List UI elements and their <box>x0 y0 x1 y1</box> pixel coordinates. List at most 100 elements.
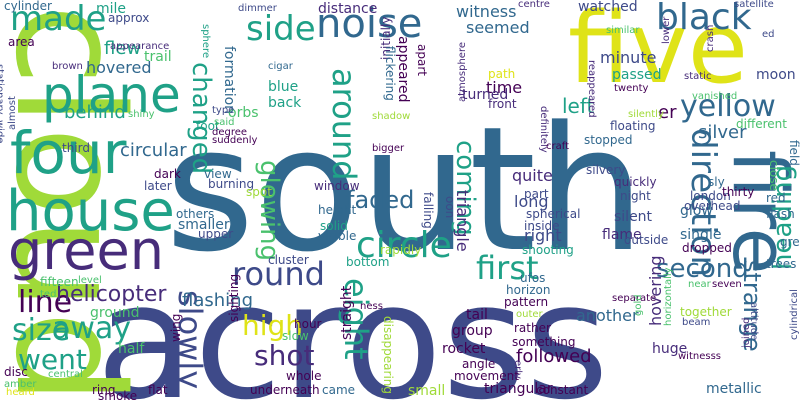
word-outer: outer <box>516 309 543 320</box>
word-different: different <box>736 117 787 131</box>
word-slow: slow <box>282 329 309 343</box>
word-stationary: stationary <box>0 64 5 115</box>
word-almost: almost <box>7 96 18 130</box>
word-stopped: stopped <box>584 133 633 147</box>
word-round: round <box>232 255 325 293</box>
word-twenty: twenty <box>614 83 649 94</box>
word-ness: ness <box>360 301 383 312</box>
word-visible: visible <box>318 229 357 243</box>
word-made: made <box>10 0 107 39</box>
word-spherical: spherical <box>526 207 581 221</box>
word-amber: amber <box>4 379 37 390</box>
word-rapidly: rapidly <box>380 243 422 257</box>
word-ufos: ufos <box>520 271 546 285</box>
word-height: height <box>318 203 357 217</box>
word-beam: beam <box>682 317 711 328</box>
word-tail: tail <box>466 307 488 323</box>
word-bigger: bigger <box>372 143 405 154</box>
word-outside: outside <box>624 233 669 247</box>
word-glow: glow <box>680 203 713 219</box>
word-flew: flew <box>104 38 142 59</box>
word-silent: silent <box>614 209 653 225</box>
word-wide: wide <box>0 120 5 144</box>
word-thirty: thirty <box>722 185 755 199</box>
word-lower: lower <box>661 16 672 44</box>
word-flickering: flickering <box>383 46 397 101</box>
word-static: static <box>684 71 712 82</box>
word-atmosphere: atmosphere <box>457 42 468 102</box>
word-came: came <box>322 383 356 397</box>
word-size: size <box>12 313 71 348</box>
word-separate: separate <box>612 293 657 304</box>
word-falling: falling <box>421 192 435 229</box>
word-sighting: sighting <box>227 273 241 322</box>
word-path: path <box>488 67 516 81</box>
word-ring: ring <box>92 383 116 397</box>
word-hovered: hovered <box>86 58 152 77</box>
word-together: together <box>680 305 732 319</box>
word-shot: shot <box>254 339 315 372</box>
word-south: south <box>165 89 646 290</box>
word-smoke: smoke <box>98 389 138 400</box>
word-near: near <box>688 279 711 290</box>
word-bottom: bottom <box>346 255 390 269</box>
word-movement: movement <box>454 369 519 383</box>
word-mile: mile <box>96 1 127 17</box>
word-green: green <box>8 219 164 282</box>
word-quickly: quickly <box>614 175 657 189</box>
word-side: side <box>246 9 316 49</box>
word-horizontally: horizontally <box>663 267 674 326</box>
word-others: others <box>176 207 215 221</box>
word-floating: floating <box>610 119 656 133</box>
word-ted: ted <box>40 289 57 300</box>
word-third: third <box>62 141 90 155</box>
word-approx: approx <box>108 11 150 25</box>
word-huge: huge <box>652 341 688 357</box>
word-half: half <box>118 341 145 357</box>
word-ground: ground <box>90 305 140 321</box>
word-behind: behind <box>64 102 126 123</box>
word-disappearing: disappearing <box>381 316 395 395</box>
word-faded: faded <box>346 186 415 214</box>
word-burning: burning <box>208 177 255 191</box>
word-silently: silently <box>628 109 664 120</box>
word-whole: whole <box>286 369 322 383</box>
word-triangular: triangular <box>484 381 553 397</box>
word-line: line <box>18 285 73 320</box>
word-close: close <box>767 160 781 191</box>
word-left: left <box>562 94 595 118</box>
word-cluster: cluster <box>268 253 309 267</box>
word-ed: ed <box>762 29 775 40</box>
word-silver: silver <box>698 122 747 143</box>
word-dimmer: dimmer <box>238 3 277 14</box>
word-orbs: orbs <box>228 105 259 121</box>
word-rather: rather <box>514 321 551 335</box>
word-straight: straight <box>339 285 355 340</box>
word-five: five <box>568 0 749 106</box>
word-london: london <box>690 189 731 203</box>
word-helicopter: helicopter <box>56 282 167 307</box>
word-circle: circle <box>356 225 452 266</box>
word-yellow: yellow <box>680 89 776 124</box>
word-level: level <box>78 275 102 286</box>
word-area: area <box>8 35 35 49</box>
word-passed: passed <box>612 67 662 83</box>
word-spot: spot <box>246 185 272 199</box>
word-craft: craft <box>546 141 570 152</box>
word-fifteen: fifteen <box>40 275 79 289</box>
word-constant: constant <box>536 383 589 397</box>
word-second: second <box>656 254 749 284</box>
word-noise: noise <box>316 1 423 47</box>
word-degree: degree <box>212 127 248 138</box>
word-heard: heard <box>6 387 35 398</box>
word-hovering: hovering <box>646 255 665 326</box>
word-dark: dark <box>154 167 181 181</box>
word-quite: quite <box>512 166 553 185</box>
word-foot: foot <box>196 119 220 133</box>
word-satellite: satellite <box>734 0 774 10</box>
word-overhead: overhead <box>684 199 741 213</box>
word-long: long <box>514 192 549 211</box>
word-view: view <box>204 167 232 181</box>
word-shadow: shadow <box>372 111 411 122</box>
word-gold: gold <box>633 294 644 316</box>
